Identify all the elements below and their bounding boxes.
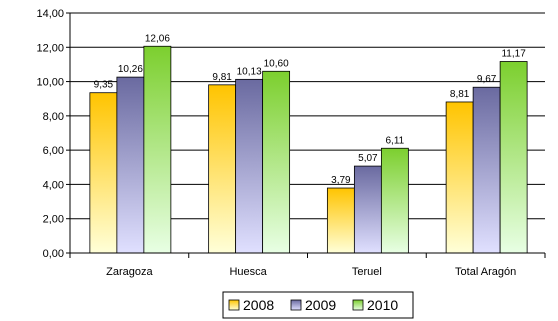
legend-swatch-2008 bbox=[228, 299, 240, 311]
bar-2008-3 bbox=[445, 101, 474, 254]
data-label: 6,11 bbox=[386, 135, 405, 146]
legend-swatch-2010 bbox=[352, 299, 364, 311]
y-tick-label: 12,00 bbox=[36, 42, 64, 54]
x-axis: Zaragoza Huesca Teruel Total Aragón bbox=[69, 252, 546, 278]
legend-label-2009: 2009 bbox=[305, 297, 336, 313]
legend-box bbox=[222, 291, 414, 319]
bar-2010-2 bbox=[380, 147, 409, 254]
x-tick-label: Huesca bbox=[229, 266, 267, 278]
bar-2008-1 bbox=[208, 84, 237, 254]
bar-2010-1 bbox=[262, 70, 291, 254]
data-label: 10,26 bbox=[118, 64, 143, 75]
y-tick-label: 14,00 bbox=[36, 8, 64, 20]
data-label: 9,35 bbox=[94, 80, 114, 91]
y-tick-label: 10,00 bbox=[36, 77, 64, 89]
data-label: 10,60 bbox=[264, 58, 289, 69]
data-label: 5,07 bbox=[358, 153, 378, 164]
y-axis: 0,00 2,00 4,00 6,00 8,00 10,00 12,00 14,00 bbox=[36, 8, 71, 260]
data-label: 10,13 bbox=[237, 66, 262, 77]
bar-2009-1 bbox=[235, 78, 264, 254]
y-tick-label: 0,00 bbox=[43, 248, 64, 260]
y-tick-label: 4,00 bbox=[43, 179, 64, 191]
y-tick-label: 8,00 bbox=[43, 111, 64, 123]
legend-label-2010: 2010 bbox=[367, 297, 398, 313]
data-label: 3,79 bbox=[331, 175, 351, 186]
legend-label-2008: 2008 bbox=[243, 297, 274, 313]
bar-2008-0 bbox=[89, 92, 118, 254]
y-tick-label: 2,00 bbox=[43, 214, 64, 226]
data-label: 8,81 bbox=[450, 89, 470, 100]
bar-2009-2 bbox=[353, 165, 382, 254]
data-label: 9,67 bbox=[477, 74, 497, 85]
legend-swatch-2009 bbox=[290, 299, 302, 311]
y-tick-label: 6,00 bbox=[43, 145, 64, 157]
bar-2008-2 bbox=[326, 187, 355, 254]
x-tick-label: Teruel bbox=[352, 266, 382, 278]
x-tick-label: Total Aragón bbox=[455, 266, 516, 278]
bar-2010-3 bbox=[499, 61, 528, 254]
bar-2009-0 bbox=[116, 76, 145, 254]
bar-2010-0 bbox=[143, 45, 172, 254]
x-tick-label: Zaragoza bbox=[106, 266, 153, 278]
bar-2009-3 bbox=[472, 86, 501, 254]
legend: 2008 2009 2010 bbox=[222, 291, 414, 319]
data-label: 12,06 bbox=[145, 33, 170, 44]
data-label: 11,17 bbox=[501, 49, 526, 60]
data-label: 9,81 bbox=[212, 72, 232, 83]
